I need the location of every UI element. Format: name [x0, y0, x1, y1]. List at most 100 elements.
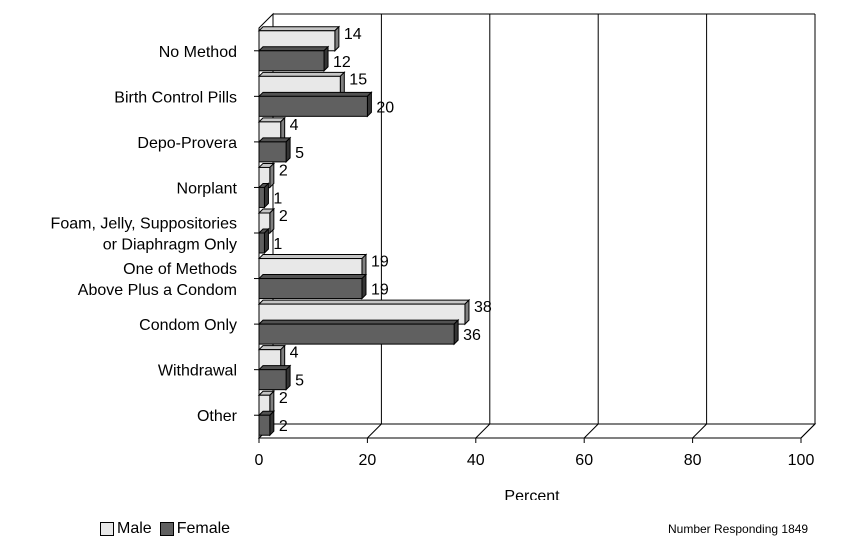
bar-front-face	[258, 95, 368, 117]
bar-side-face	[285, 364, 291, 391]
bar-front-face	[258, 186, 265, 208]
bar-top-face	[257, 365, 292, 371]
gridline-floor	[367, 423, 382, 439]
x-axis-ticks: 0 20 40 60 80 100	[254, 50, 815, 469]
bar-female	[257, 136, 292, 164]
category-label: No Method	[159, 44, 237, 61]
legend-swatch-male	[100, 522, 114, 536]
bar-side-face	[334, 25, 340, 52]
data-label-male: 4	[290, 345, 299, 362]
bar-male	[257, 25, 341, 52]
category-label: or Diaphragm Only	[103, 237, 237, 254]
x-axis-label: Percent	[504, 488, 560, 500]
legend-item-female: Female	[159, 520, 231, 538]
bar-female	[257, 91, 373, 118]
bar-top-face	[257, 71, 346, 77]
legend-item-male: Male	[100, 520, 152, 538]
legend-label-female: Female	[176, 520, 231, 537]
bar-side-face	[269, 162, 275, 189]
bar-side-face	[453, 318, 459, 346]
bar-side-face	[361, 273, 367, 300]
category-label: Above Plus a Condom	[78, 282, 237, 299]
bar-top-face	[257, 274, 368, 280]
category-label: Foam, Jelly, Suppositories	[51, 216, 237, 233]
gridline-floor	[583, 423, 599, 439]
bar-side-face	[323, 45, 329, 72]
bar-female	[257, 410, 276, 437]
x-tick-label: 40	[467, 452, 485, 469]
x-tick-label: 100	[788, 452, 815, 469]
data-label-male: 2	[279, 390, 288, 407]
data-label-female: 19	[371, 282, 389, 299]
bar-male	[257, 71, 346, 98]
bar-side-face	[285, 136, 291, 164]
data-label-female: 1	[273, 236, 282, 253]
plot-floor	[257, 423, 817, 439]
bar-top-face	[257, 46, 330, 52]
bar-top-face	[257, 319, 460, 325]
bar-top-face	[257, 254, 368, 260]
x-tick-label: 0	[255, 452, 264, 469]
bar-front-face	[258, 369, 287, 391]
bar-front-face	[258, 278, 363, 300]
category-label: Other	[197, 408, 238, 425]
footer-note: Number Responding 1849	[668, 522, 809, 536]
bar-side-face	[366, 91, 372, 118]
data-label-male: 4	[290, 117, 299, 134]
data-label-female: 5	[295, 145, 304, 162]
data-label-male: 38	[474, 299, 492, 316]
data-label-male: 19	[371, 254, 389, 271]
bar-female	[257, 273, 368, 300]
bar-side-face	[269, 410, 275, 437]
data-label-female: 36	[463, 327, 481, 344]
category-label: One of Methods	[123, 261, 237, 278]
data-label-male: 14	[344, 26, 362, 43]
gridline-floor	[692, 423, 707, 439]
data-label-female: 20	[376, 99, 394, 116]
bar-front-face	[258, 141, 287, 163]
bar-top-face	[257, 299, 471, 305]
bar-side-face	[269, 207, 275, 235]
bar-top-face	[257, 91, 373, 97]
bar-front-face	[258, 232, 265, 254]
gridline-floor	[800, 423, 816, 439]
bar-top-face	[257, 26, 341, 32]
category-labels: No Method Birth Control Pills Depo-Provera…	[51, 44, 238, 425]
bar-top-face	[257, 137, 292, 143]
category-label: Withdrawal	[158, 363, 237, 380]
bar-female	[257, 364, 292, 391]
bar-female	[257, 227, 270, 255]
legend-swatch-female	[159, 522, 174, 536]
bar-side-face	[263, 227, 269, 255]
data-label-female: 1	[273, 190, 282, 207]
legend: Male Female	[100, 520, 238, 538]
bar-front-face	[258, 323, 455, 345]
bar-front-face	[258, 50, 325, 72]
legend-label-male: Male	[117, 520, 152, 537]
x-tick-label: 20	[359, 452, 377, 469]
bar-male	[257, 162, 276, 189]
bar-male	[257, 298, 471, 326]
category-label: Condom Only	[139, 317, 237, 334]
category-label: Birth Control Pills	[114, 89, 237, 106]
bar-front-face	[258, 414, 271, 436]
bar-female	[257, 318, 460, 346]
data-label-male: 15	[349, 71, 367, 88]
bar-side-face	[263, 182, 269, 209]
data-label-female: 5	[295, 373, 304, 390]
data-label-female: 12	[333, 54, 351, 71]
bar-male	[257, 253, 368, 280]
category-label: Depo-Provera	[137, 135, 237, 152]
x-tick-label: 80	[684, 452, 702, 469]
category-label: Norplant	[177, 180, 238, 197]
bar-female	[257, 45, 330, 72]
gridline-floor	[475, 423, 491, 439]
bar-female	[257, 182, 270, 209]
x-tick-label: 60	[575, 452, 593, 469]
data-label-male: 2	[279, 162, 288, 179]
data-label-female: 2	[279, 418, 288, 435]
bar-side-face	[464, 298, 470, 326]
bar-male	[257, 344, 286, 371]
